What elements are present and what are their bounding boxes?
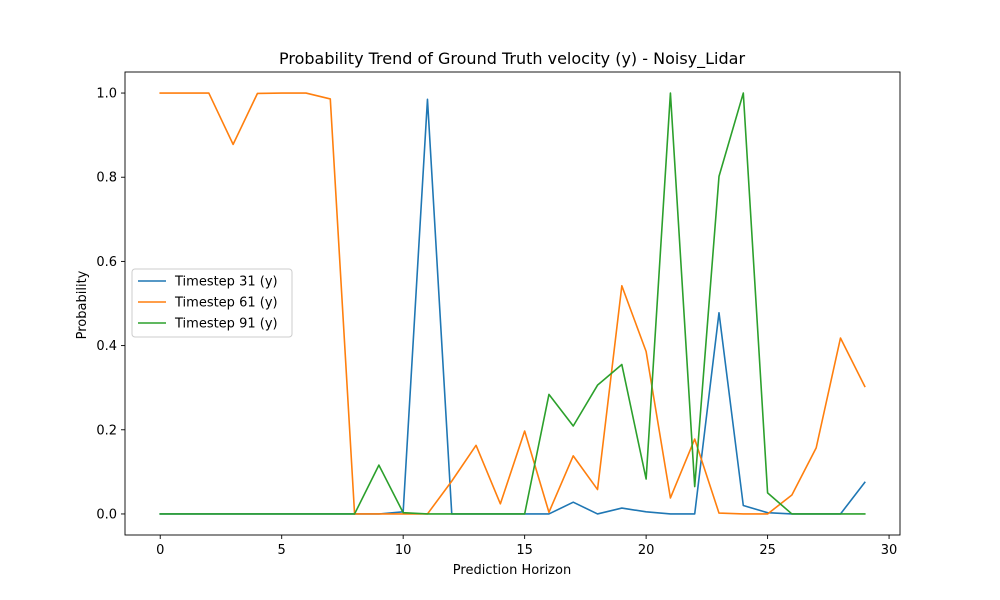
x-tick-label: 20	[638, 543, 655, 558]
y-tick-label: 0.8	[96, 171, 117, 186]
x-tick-label: 5	[278, 543, 286, 558]
x-tick-label: 0	[156, 543, 164, 558]
x-tick-label: 10	[395, 543, 412, 558]
y-tick-label: 0.0	[96, 507, 117, 522]
series-line-2	[159, 92, 866, 515]
y-tick-label: 0.6	[96, 255, 117, 270]
y-axis-title: Probability	[75, 270, 90, 339]
x-tick-label: 30	[881, 543, 898, 558]
legend-label-1: Timestep 31 (y)	[174, 275, 278, 290]
plot-area: 0 5 10 15 20 25 30 0.0 0.2 0.4 0.6 0.8 1.0	[96, 71, 901, 558]
x-tick-label: 25	[759, 543, 776, 558]
x-tick-label: 15	[516, 543, 533, 558]
plot-frame	[124, 71, 901, 536]
legend-label-2: Timestep 61 (y)	[174, 296, 278, 311]
chart-title: Probability Trend of Ground Truth veloci…	[279, 49, 745, 69]
x-axis-title: Prediction Horizon	[453, 563, 571, 578]
y-tick-label: 0.2	[96, 423, 117, 438]
y-tick-label: 0.4	[96, 339, 117, 354]
legend-label-3: Timestep 91 (y)	[174, 317, 278, 332]
legend: Timestep 31 (y) Timestep 61 (y) Timestep 9…	[131, 268, 293, 338]
series-line-3	[159, 92, 866, 515]
legend-box	[131, 268, 293, 338]
y-tick-label: 1.0	[96, 87, 117, 102]
